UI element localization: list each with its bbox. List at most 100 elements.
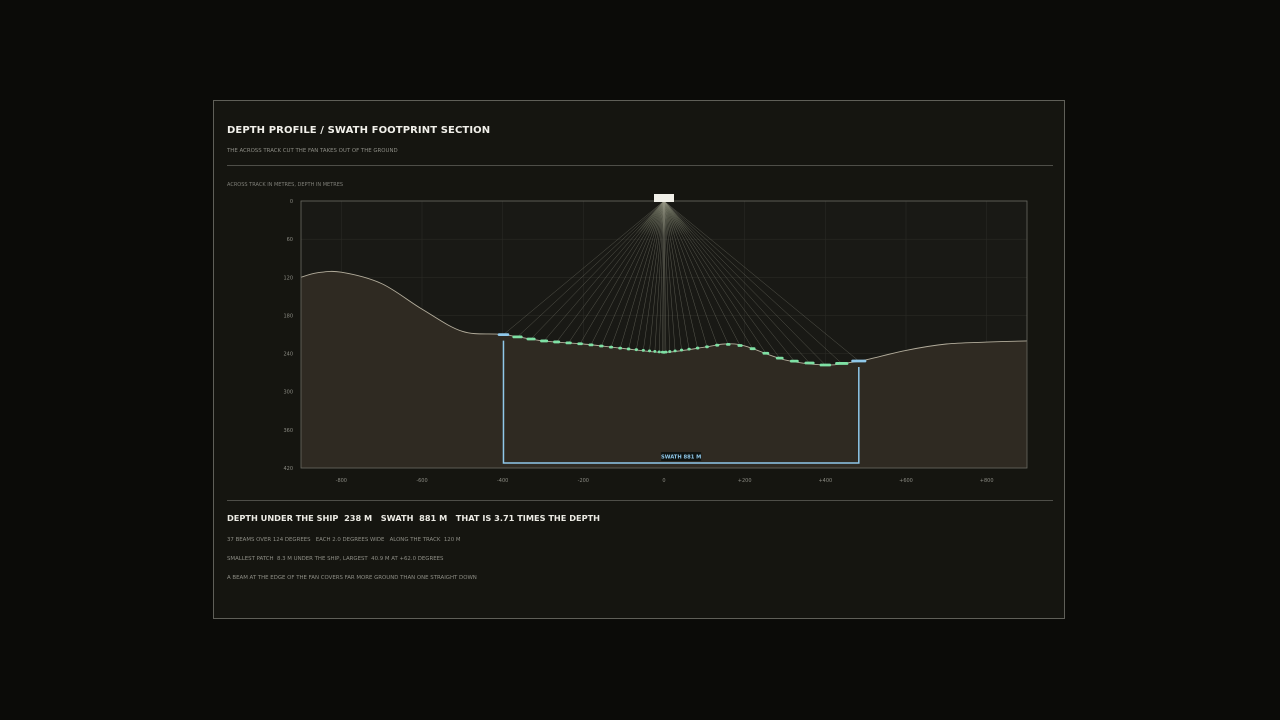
beam-footprint — [673, 349, 677, 353]
x-tick-label: +800 — [980, 478, 994, 484]
beam-footprint — [512, 335, 523, 339]
beam-footprint — [618, 346, 623, 350]
beam-line — [663, 200, 842, 364]
seafloor-area — [301, 271, 1027, 468]
beam-line — [663, 200, 859, 362]
beam-footprint — [653, 350, 657, 353]
divider-top — [227, 165, 1053, 166]
beam-line — [590, 200, 665, 345]
beam-line — [568, 200, 665, 344]
beam-footprint — [608, 345, 614, 349]
beam-line — [601, 200, 665, 347]
y-tick-label: 60 — [287, 237, 293, 243]
beam-line — [663, 200, 795, 362]
swath-bracket — [502, 340, 860, 464]
y-tick-label: 240 — [283, 352, 293, 358]
seafloor-line — [300, 270, 1028, 366]
stats-patch: SMALLEST PATCH 8.3 M UNDER THE SHIP, LAR… — [227, 556, 444, 562]
x-tick-label: +400 — [818, 478, 832, 484]
beam-footprint — [762, 351, 770, 355]
depth-profile-panel: DEPTH PROFILE / SWATH FOOTPRINT SECTION … — [213, 100, 1065, 619]
beam-footprint — [819, 363, 832, 367]
beam-line — [530, 200, 665, 340]
beam-footprint — [664, 350, 668, 354]
beam-footprint — [588, 343, 594, 347]
y-tick-label: 120 — [283, 275, 293, 281]
stats-note: A BEAM AT THE EDGE OF THE FAN COVERS FAR… — [227, 575, 477, 581]
beam-footprint — [695, 346, 700, 350]
x-tick-label: -200 — [578, 478, 589, 484]
y-tick-label: 420 — [283, 466, 293, 472]
beam-line — [663, 200, 667, 353]
beam-footprint — [553, 340, 561, 344]
beam-footprint — [497, 333, 510, 337]
beam-footprint — [526, 337, 536, 341]
beam-footprint — [540, 339, 549, 343]
beam-line — [663, 200, 767, 354]
ship-icon — [654, 194, 674, 202]
beam-footprint — [749, 347, 756, 351]
panel-title: DEPTH PROFILE / SWATH FOOTPRINT SECTION — [227, 125, 491, 136]
beam-footprint — [577, 342, 583, 346]
beam-line — [517, 200, 665, 338]
beam-line — [663, 200, 671, 352]
swath-label-text: SWATH 881 M — [661, 455, 701, 461]
beam-line — [503, 200, 665, 335]
depth-profile-chart: SWATH 881 M 0 60 120 180 240 300 360 420 -800 -600… — [283, 194, 1028, 484]
beam-footprint — [687, 347, 691, 351]
y-tick-label: 0 — [290, 199, 293, 205]
beam-line — [663, 200, 708, 347]
beam-footprint — [679, 348, 684, 352]
beam-line — [643, 200, 665, 351]
beam-line — [662, 200, 665, 353]
beam-line — [628, 200, 665, 350]
beam-line — [619, 200, 665, 349]
stats-beams: 37 BEAMS OVER 124 DEGREES EACH 2.0 DEGRE… — [227, 537, 461, 543]
beam-line — [663, 200, 718, 346]
beam-line — [663, 200, 682, 351]
beam-footprint — [789, 359, 799, 363]
beam-line — [663, 200, 729, 345]
beam-line — [663, 200, 780, 359]
axes-note: ACROSS TRACK IN METRES, DEPTH IN METRES — [227, 182, 344, 188]
beam-line — [610, 200, 665, 348]
x-tick-label: -800 — [336, 478, 347, 484]
beam-line — [543, 200, 665, 342]
beam-line — [663, 200, 690, 350]
beam-footprint — [804, 361, 815, 365]
beam-line — [579, 200, 665, 344]
beam-line — [636, 200, 665, 350]
beam-footprint — [851, 359, 867, 363]
beam-line — [659, 200, 665, 352]
beam-line — [663, 200, 753, 349]
y-tick-label: 300 — [283, 390, 293, 396]
y-tick-label: 180 — [283, 313, 293, 319]
panel-subtitle: THE ACROSS TRACK CUT THE FAN TAKES OUT O… — [227, 148, 398, 154]
beam-line — [663, 200, 741, 346]
beam-footprint — [668, 350, 672, 353]
x-tick-label: +600 — [899, 478, 913, 484]
beam-footprint — [737, 344, 743, 347]
beam-footprint — [599, 344, 604, 348]
swath-label: SWATH 881 M — [661, 452, 701, 461]
beam-footprint — [565, 341, 572, 345]
beam-footprint — [634, 348, 639, 352]
beam-line — [663, 200, 810, 364]
beam-footprint — [775, 356, 784, 360]
x-tick-label: -600 — [416, 478, 427, 484]
beam-footprint — [715, 343, 720, 347]
beam-footprint — [657, 350, 661, 354]
beam-line — [663, 200, 676, 351]
beam-line — [663, 200, 826, 366]
beam-footprint — [626, 347, 631, 351]
x-tick-label: -400 — [497, 478, 508, 484]
beam-footprint — [641, 348, 645, 352]
x-tick-label: +200 — [738, 478, 752, 484]
beam-footprint — [835, 362, 849, 365]
divider-bottom — [227, 500, 1053, 501]
x-tick-label: 0 — [662, 478, 665, 484]
beam-line — [649, 200, 665, 351]
stats-summary: DEPTH UNDER THE SHIP 238 M SWATH 881 M T… — [227, 513, 601, 523]
beam-footprint — [705, 345, 709, 349]
y-tick-label: 360 — [283, 428, 293, 434]
